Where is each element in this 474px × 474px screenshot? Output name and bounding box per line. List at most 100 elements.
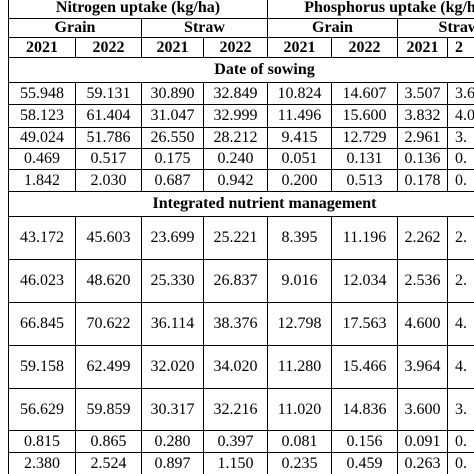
part-header: Grain <box>267 18 398 38</box>
table-cell: 2. <box>447 259 474 303</box>
table-cell: 26.550 <box>141 127 204 149</box>
table-cell: 14.836 <box>331 388 398 431</box>
table-cell: 0.136 <box>397 148 448 170</box>
year-header: 2021 <box>397 37 448 58</box>
table-cell: 0.175 <box>141 148 204 170</box>
table-cell: 4.600 <box>397 302 448 346</box>
table-cell: 12.798 <box>267 302 332 346</box>
table-cell: 30.317 <box>141 388 204 431</box>
table-cell: 2.536 <box>397 259 448 303</box>
table-cell: 0.280 <box>141 430 204 453</box>
table-cell: 2.262 <box>397 216 448 260</box>
table-cell: 3.964 <box>397 345 448 389</box>
part-header: Straw <box>397 18 474 38</box>
table-cell: 45.603 <box>75 216 142 260</box>
table-cell: 2.961 <box>397 127 448 149</box>
table-cell: 38.376 <box>203 302 268 346</box>
table-cell: 0. <box>447 430 474 453</box>
table-cell: 25.221 <box>203 216 268 260</box>
table-cell: 31.047 <box>141 104 204 128</box>
table-cell: 59.859 <box>75 388 142 431</box>
table-cell: 11.496 <box>267 104 332 128</box>
table-cell: 23.699 <box>141 216 204 260</box>
table-cell: 0.240 <box>203 148 268 170</box>
table-cell: 0.687 <box>141 169 204 192</box>
table-cell: 66.845 <box>8 302 76 346</box>
table-cell: 55.948 <box>8 82 76 105</box>
table-cell: 4.0 <box>447 104 474 128</box>
table-cell: 3.832 <box>397 104 448 128</box>
table-cell: 25.330 <box>141 259 204 303</box>
table-cell: 1.150 <box>203 452 268 474</box>
table-cell: 49.024 <box>8 127 76 149</box>
year-header: 2 <box>447 37 474 58</box>
table-cell: 9.415 <box>267 127 332 149</box>
table-cell: 0.131 <box>331 148 398 170</box>
part-header: Grain <box>8 18 142 38</box>
table-cell: 0.469 <box>8 148 76 170</box>
table-cell: 43.172 <box>8 216 76 260</box>
table-cell: 0.081 <box>267 430 332 453</box>
table-cell: 0.942 <box>203 169 268 192</box>
table-cell: 51.786 <box>75 127 142 149</box>
table-cell: 15.600 <box>331 104 398 128</box>
table-cell: 0.865 <box>75 430 142 453</box>
table-cell: 17.563 <box>331 302 398 346</box>
year-header: 2021 <box>141 37 204 58</box>
year-header: 2022 <box>203 37 268 58</box>
table-cell: 2.030 <box>75 169 142 192</box>
table-cell: 0.051 <box>267 148 332 170</box>
table-cell: 3.507 <box>397 82 448 105</box>
table-cell: 0.178 <box>397 169 448 192</box>
table-cell: 28.212 <box>203 127 268 149</box>
table-cell: 3.600 <box>397 388 448 431</box>
table-cell: 32.216 <box>203 388 268 431</box>
table-cell: 3. <box>447 127 474 149</box>
table-cell: 0.397 <box>203 430 268 453</box>
table-cell: 0.156 <box>331 430 398 453</box>
group-header: Phosphorus uptake (kg/ha <box>267 0 474 19</box>
year-header: 2021 <box>8 37 76 58</box>
year-header: 2021 <box>267 37 332 58</box>
table-cell: 34.020 <box>203 345 268 389</box>
table-cell: 10.824 <box>267 82 332 105</box>
table-cell: 2. <box>447 216 474 260</box>
year-header: 2022 <box>331 37 398 58</box>
table-cell: 4. <box>447 345 474 389</box>
table-cell: 9.016 <box>267 259 332 303</box>
section-title: Date of sowing <box>8 57 474 83</box>
section-title: Integrated nutrient management <box>8 191 474 217</box>
table-cell: 46.023 <box>8 259 76 303</box>
table-cell: 12.034 <box>331 259 398 303</box>
table-cell: 8.395 <box>267 216 332 260</box>
group-header: Nitrogen uptake (kg/ha) <box>8 0 268 19</box>
table-cell: 0.459 <box>331 452 398 474</box>
table-cell: 0. <box>447 148 474 170</box>
table-cell: 30.890 <box>141 82 204 105</box>
table-cell: 11.280 <box>267 345 332 389</box>
part-header: Straw <box>141 18 268 38</box>
table-cell: 14.607 <box>331 82 398 105</box>
table-cell: 3. <box>447 388 474 431</box>
table-cell: 2.524 <box>75 452 142 474</box>
table-cell: 32.020 <box>141 345 204 389</box>
table-cell: 70.622 <box>75 302 142 346</box>
table-cell: 62.499 <box>75 345 142 389</box>
table-cell: 4. <box>447 302 474 346</box>
table-cell: 0.815 <box>8 430 76 453</box>
table-cell: 12.729 <box>331 127 398 149</box>
table-cell: 59.158 <box>8 345 76 389</box>
table-cell: 0.517 <box>75 148 142 170</box>
table-cell: 1.842 <box>8 169 76 192</box>
table-cell: 0.200 <box>267 169 332 192</box>
year-header: 2022 <box>75 37 142 58</box>
table-cell: 61.404 <box>75 104 142 128</box>
table-cell: 0. <box>447 169 474 192</box>
table-cell: 0.513 <box>331 169 398 192</box>
table-cell: 56.629 <box>8 388 76 431</box>
table-cell: 32.999 <box>203 104 268 128</box>
table-cell: 3.6 <box>447 82 474 105</box>
table-cell: 32.849 <box>203 82 268 105</box>
table-cell: 0.897 <box>141 452 204 474</box>
